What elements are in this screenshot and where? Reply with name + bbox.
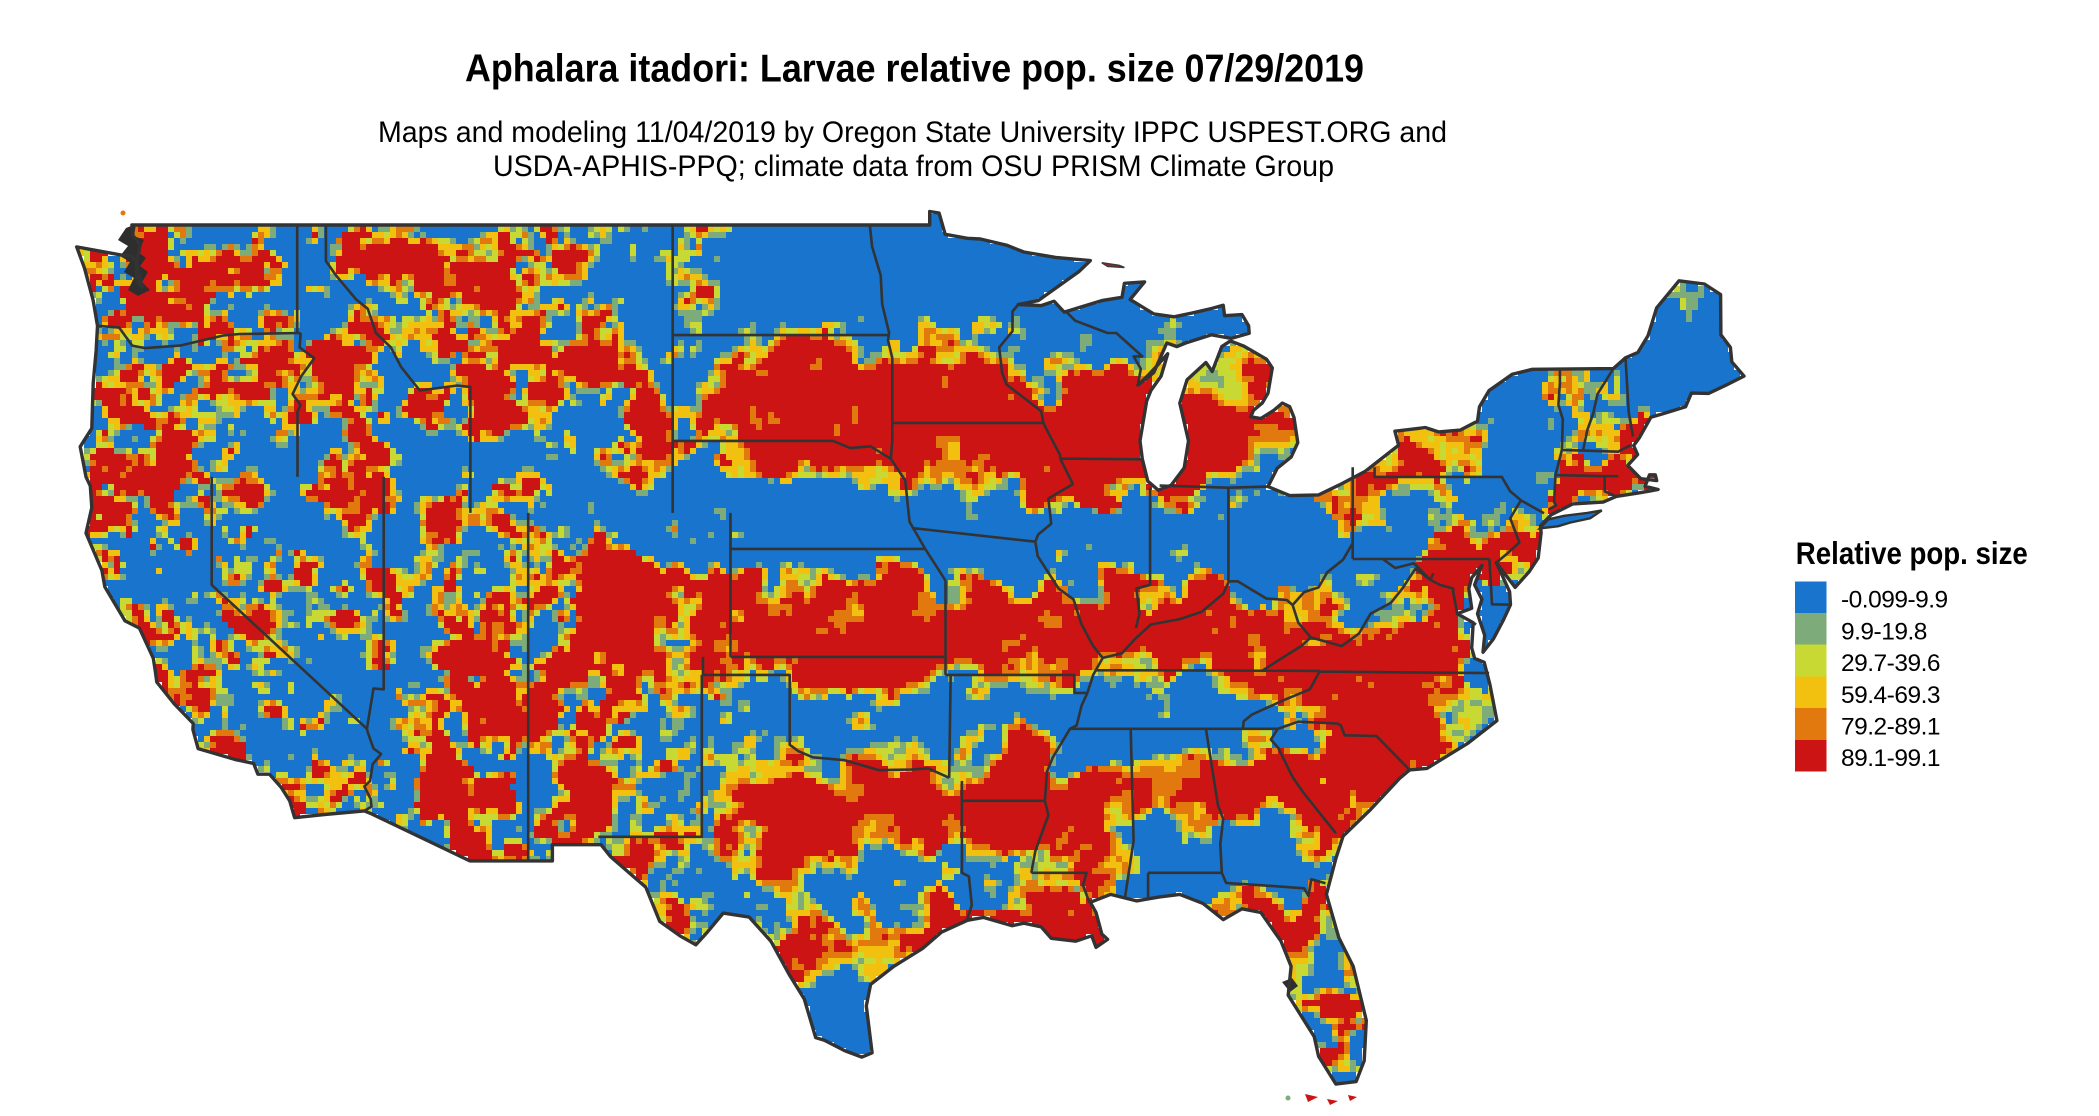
svg-text:79.2-89.1: 79.2-89.1 (1841, 714, 1940, 741)
svg-text:Relative pop. size: Relative pop. size (1796, 535, 2028, 571)
svg-text:59.4-69.3: 59.4-69.3 (1841, 682, 1940, 709)
svg-text:Maps and modeling 11/04/2019 b: Maps and modeling 11/04/2019 by Oregon S… (378, 116, 1447, 149)
svg-text:USDA-APHIS-PPQ; climate data f: USDA-APHIS-PPQ; climate data from OSU PR… (493, 150, 1334, 183)
svg-text:Aphalara itadori: Larvae relat: Aphalara itadori: Larvae relative pop. s… (465, 48, 1364, 91)
svg-text:-0.099-9.9: -0.099-9.9 (1841, 587, 1948, 614)
svg-text:9.9-19.8: 9.9-19.8 (1841, 618, 1927, 645)
svg-text:89.1-99.1: 89.1-99.1 (1841, 745, 1940, 772)
svg-text:29.7-39.6: 29.7-39.6 (1841, 650, 1940, 677)
